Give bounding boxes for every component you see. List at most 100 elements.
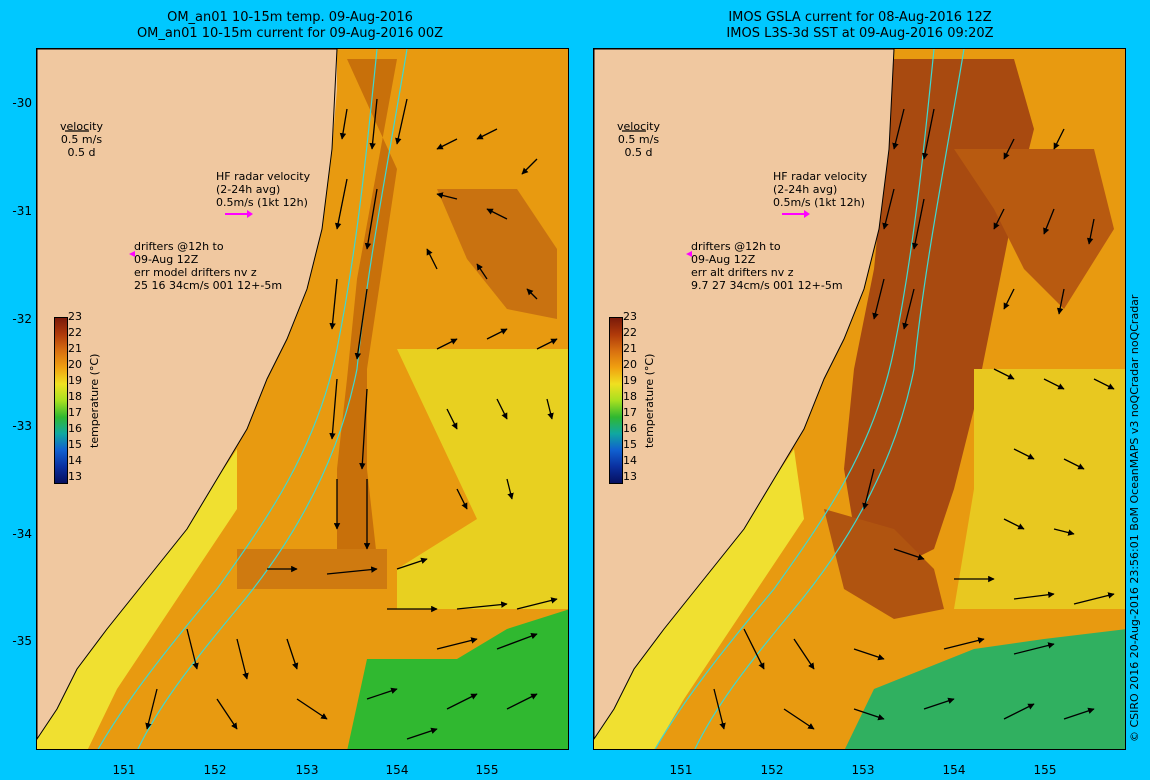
credit-text: © CSIRO 2016 20-Aug-2016 23:56:01 BoM Oc…: [1128, 294, 1141, 742]
left-cb-tick-18: 18: [68, 390, 82, 403]
right-drift-line3: err alt drifters nv z: [691, 266, 794, 279]
right-cb-tick-16: 16: [623, 422, 637, 435]
left-cb-tick-17: 17: [68, 406, 82, 419]
right-title-line2: IMOS L3S-3d SST at 09-Aug-2016 09:20Z: [726, 26, 994, 41]
left-contour-2: [137, 49, 408, 749]
left-cb-tick-22: 22: [68, 326, 82, 339]
left-current-arrows: [145, 98, 558, 740]
right-cb-tick-18: 18: [623, 390, 637, 403]
right-drift-line1: drifters @12h to: [691, 240, 781, 253]
right-map-svg: [594, 49, 1125, 749]
left-map-svg: [37, 49, 568, 749]
left-eddy: [437, 189, 557, 319]
left-lon-tick: 153: [295, 763, 319, 777]
left-cb-tick-21: 21: [68, 342, 82, 355]
left-hf-sample-arrowhead: [247, 210, 253, 218]
left-cb-tick-23: 23: [68, 310, 82, 323]
left-land: [37, 49, 338, 740]
left-cool-south: [397, 349, 568, 609]
right-current-arrows: [713, 108, 1115, 730]
left-velocity-legend: velocity 0.5 m/s 0.5 d: [60, 120, 103, 159]
left-drift-line4: 25 16 34cm/s 001 12+-5m: [134, 279, 283, 292]
right-title: IMOS GSLA current for 08-Aug-2016 12Z IM…: [670, 10, 1050, 42]
left-drift-line2: 09-Aug 12Z: [134, 253, 199, 266]
right-hf-line2: (2-24h avg): [773, 183, 838, 196]
right-cb-tick-14: 14: [623, 454, 637, 467]
right-cb-tick-23: 23: [623, 310, 637, 323]
right-lon-tick: 154: [942, 763, 966, 777]
right-velocity-scale-1: 0.5 m/s: [617, 133, 660, 146]
right-lon-tick: 155: [1033, 763, 1057, 777]
right-cb-tick-13: 13: [623, 470, 637, 483]
left-green-patch: [347, 609, 568, 749]
right-cb-tick-22: 22: [623, 326, 637, 339]
left-drifter-legend: drifters @12h to 09-Aug 12Z err model dr…: [134, 240, 282, 292]
right-colorbar: [609, 317, 623, 484]
right-cb-tick-21: 21: [623, 342, 637, 355]
right-hf-line3: 0.5m/s (1kt 12h): [773, 196, 865, 209]
right-velocity-legend: velocity 0.5 m/s 0.5 d: [617, 120, 660, 159]
left-hf-line3: 0.5m/s (1kt 12h): [216, 196, 308, 209]
right-coast-yellow: [594, 449, 804, 749]
left-lon-tick: 154: [385, 763, 409, 777]
right-cb-tick-19: 19: [623, 374, 637, 387]
left-cb-tick-14: 14: [68, 454, 82, 467]
left-drift-line3: err model drifters nv z: [134, 266, 257, 279]
left-map[interactable]: [36, 48, 569, 750]
left-velocity-scale-1: 0.5 m/s: [60, 133, 103, 146]
left-title-line2: OM_an01 10-15m current for 09-Aug-2016 0…: [136, 26, 444, 41]
right-hf-legend: HF radar velocity (2-24h avg) 0.5m/s (1k…: [773, 170, 867, 209]
right-warm-filament: [824, 509, 944, 619]
left-contour-1: [97, 49, 378, 749]
left-cb-tick-20: 20: [68, 358, 82, 371]
left-cb-tick-13: 13: [68, 470, 82, 483]
right-land: [594, 49, 895, 740]
left-hf-legend: HF radar velocity (2-24h avg) 0.5m/s (1k…: [216, 170, 310, 209]
left-lat-tick: -31: [12, 204, 32, 218]
left-lat-tick: -34: [12, 527, 32, 541]
right-velocity-scale-2: 0.5 d: [624, 146, 653, 159]
right-cool-south: [954, 369, 1125, 609]
left-lat-tick: -32: [12, 312, 32, 326]
left-warm-cross: [237, 549, 387, 589]
left-cb-tick-15: 15: [68, 438, 82, 451]
right-contour-1: [654, 49, 935, 749]
right-cb-tick-20: 20: [623, 358, 637, 371]
left-lon-tick: 155: [475, 763, 499, 777]
right-colorbar-unit: temperature (°C): [643, 353, 656, 448]
right-map[interactable]: [593, 48, 1126, 750]
right-green-patch: [844, 629, 1125, 749]
right-lon-tick: 152: [760, 763, 784, 777]
right-cb-tick-17: 17: [623, 406, 637, 419]
left-colorbar: [54, 317, 68, 484]
left-lat-tick: -33: [12, 419, 32, 433]
right-drifter-marker: [686, 251, 692, 257]
left-velocity-scale-2: 0.5 d: [67, 146, 96, 159]
right-cb-tick-15: 15: [623, 438, 637, 451]
left-lon-tick: 151: [112, 763, 136, 777]
left-cb-tick-19: 19: [68, 374, 82, 387]
right-hf-line1: HF radar velocity: [773, 170, 868, 183]
right-title-line1: IMOS GSLA current for 08-Aug-2016 12Z: [728, 10, 992, 25]
right-lon-tick: 151: [669, 763, 693, 777]
left-drift-line1: drifters @12h to: [134, 240, 224, 253]
left-velocity-label: velocity: [60, 120, 103, 133]
right-velocity-label: velocity: [617, 120, 660, 133]
left-cb-tick-16: 16: [68, 422, 82, 435]
right-lon-tick: 153: [851, 763, 875, 777]
right-hf-sample-arrowhead: [804, 210, 810, 218]
left-lon-tick: 152: [203, 763, 227, 777]
left-drifter-marker: [129, 251, 135, 257]
left-hf-line2: (2-24h avg): [216, 183, 281, 196]
left-lat-tick: -30: [12, 96, 32, 110]
right-drift-line4: 9.7 27 34cm/s 001 12+-5m: [691, 279, 843, 292]
right-drift-line2: 09-Aug 12Z: [691, 253, 756, 266]
left-lat-tick: -35: [12, 634, 32, 648]
left-warm-core: [337, 59, 397, 559]
left-coast-yellow: [37, 449, 237, 749]
right-drifter-legend: drifters @12h to 09-Aug 12Z err alt drif…: [691, 240, 843, 292]
left-title-line1: OM_an01 10-15m temp. 09-Aug-2016: [167, 10, 413, 25]
left-hf-line1: HF radar velocity: [216, 170, 311, 183]
left-title: OM_an01 10-15m temp. 09-Aug-2016 OM_an01…: [100, 10, 480, 42]
left-colorbar-unit: temperature (°C): [88, 353, 101, 448]
